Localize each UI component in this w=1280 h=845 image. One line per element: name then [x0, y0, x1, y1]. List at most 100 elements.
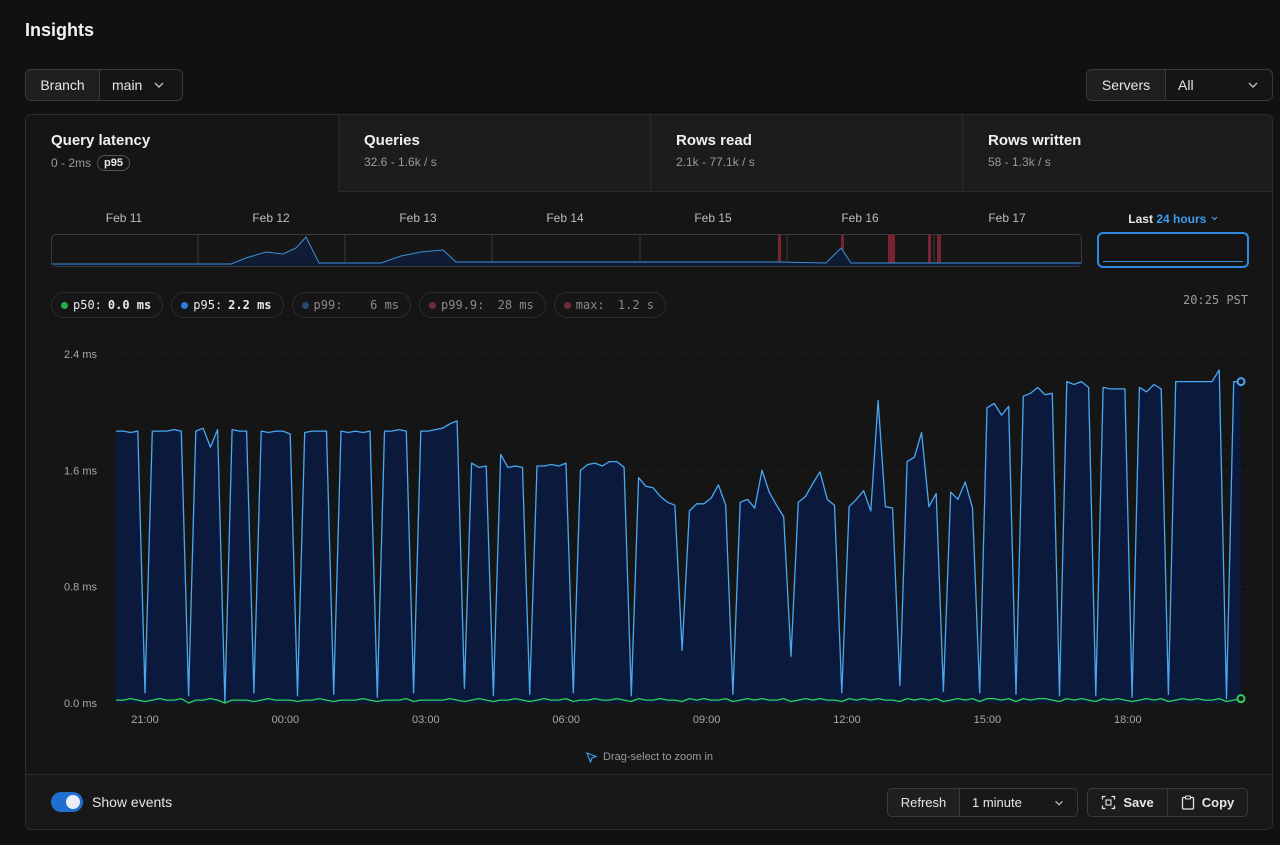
servers-value: All	[1178, 77, 1194, 93]
overview-date-label: Feb 11	[105, 211, 143, 225]
toggle-knob	[66, 795, 80, 809]
insights-panel: Query latency 0 - 2ms p95 Queries 32.6 - …	[25, 114, 1273, 830]
x-tick-label: 18:00	[1114, 714, 1142, 726]
copy-button[interactable]: Copy	[1167, 789, 1247, 816]
cursor-icon	[586, 751, 597, 763]
p50-line	[116, 697, 1242, 704]
branch-dropdown[interactable]: main	[100, 70, 178, 100]
legend-dot	[181, 301, 189, 309]
tab-subtitle: 58 - 1.3k / s	[988, 155, 1051, 169]
legend-max[interactable]: max: 1.2 s	[553, 292, 667, 318]
tab-query-latency[interactable]: Query latency 0 - 2ms p95	[26, 115, 338, 192]
x-tick-label: 03:00	[412, 714, 440, 726]
tab-title: Queries	[364, 132, 420, 149]
percentile-badge[interactable]: p95	[97, 155, 130, 171]
event-marker	[928, 235, 931, 266]
legend-value: 28 ms	[497, 298, 534, 312]
refresh-interval-value: 1 minute	[972, 795, 1022, 810]
chevron-down-icon	[1055, 800, 1063, 806]
chevron-down-icon	[154, 82, 164, 88]
range-label[interactable]: Last 24 hours	[1098, 212, 1249, 226]
chevron-down-icon	[1211, 216, 1218, 221]
save-label: Save	[1123, 795, 1154, 810]
x-tick-label: 15:00	[974, 714, 1002, 726]
legend-dot	[429, 301, 437, 309]
servers-selector[interactable]: Servers All	[1086, 69, 1273, 101]
servers-dropdown[interactable]: All	[1166, 70, 1272, 100]
metric-tabs: Query latency 0 - 2ms p95 Queries 32.6 - …	[26, 115, 1272, 192]
refresh-selector[interactable]: Refresh 1 minute	[887, 788, 1078, 817]
tab-title: Query latency	[51, 132, 151, 149]
tab-subtitle: 2.1k - 77.1k / s	[676, 155, 755, 169]
refresh-label: Refresh	[888, 789, 960, 816]
legend-p99[interactable]: p99: 6 ms	[291, 292, 412, 318]
legend-p999[interactable]: p99.9: 28 ms	[419, 292, 546, 318]
screenshot-icon	[1102, 795, 1116, 810]
legend-name: p50:	[73, 298, 102, 312]
drag-hint: Drag-select to zoom in	[586, 751, 713, 763]
x-tick-label: 12:00	[833, 714, 861, 726]
servers-label: Servers	[1087, 70, 1166, 100]
legend-value: 0.0 ms	[107, 298, 152, 312]
legend-name: p99.9:	[441, 298, 485, 312]
legend-value: 6 ms	[370, 298, 400, 312]
chart-actions: Save Copy	[1087, 788, 1248, 817]
range-prefix: Last	[1128, 212, 1153, 226]
tab-title: Rows read	[676, 132, 752, 149]
tab-rows-written[interactable]: Rows written 58 - 1.3k / s	[962, 115, 1272, 192]
legend-dot	[301, 301, 309, 309]
event-marker	[888, 235, 895, 266]
tab-rows-read[interactable]: Rows read 2.1k - 77.1k / s	[650, 115, 962, 192]
overview-date-label: Feb 15	[694, 211, 732, 225]
p50-end-point	[1236, 694, 1246, 704]
overview-date-label: Feb 14	[546, 211, 584, 225]
tab-subtitle: 0 - 2ms	[51, 156, 92, 170]
page-title: Insights	[25, 20, 95, 40]
tab-subtitle: 32.6 - 1.6k / s	[364, 155, 437, 169]
legend-name: p95:	[193, 298, 223, 312]
refresh-interval-dropdown[interactable]: 1 minute	[960, 789, 1077, 816]
show-events-toggle[interactable]	[51, 792, 83, 812]
overview-sparkline-line	[52, 236, 1081, 265]
current-time: 20:25 PST	[1182, 293, 1248, 307]
legend-value: 1.2 s	[617, 298, 655, 312]
copy-label: Copy	[1201, 795, 1235, 810]
x-tick-label: 09:00	[693, 714, 721, 726]
p95-end-point	[1236, 377, 1246, 387]
show-events-label: Show events	[92, 794, 173, 810]
branch-selector[interactable]: Branch main	[25, 69, 183, 101]
y-tick-label: 1.6 ms	[64, 465, 98, 477]
tab-title: Rows written	[988, 132, 1082, 149]
legend-p50[interactable]: p50: 0.0 ms	[51, 292, 164, 318]
x-tick-label: 21:00	[131, 714, 159, 726]
branch-value: main	[112, 77, 143, 93]
overview-date-label: Feb 12	[252, 211, 290, 225]
overview-date-label: Feb 13	[399, 211, 437, 225]
chevron-down-icon	[1248, 82, 1258, 88]
y-tick-label: 0.0 ms	[64, 698, 98, 710]
legend-dot	[563, 301, 571, 309]
legend-name: p99:	[313, 298, 343, 312]
latency-chart[interactable]: 2.4 ms 1.6 ms 0.8 ms 0.0 ms 21:00 00:00 03:00…	[26, 335, 1273, 735]
p95-line	[116, 369, 1241, 704]
save-button[interactable]: Save	[1088, 789, 1167, 816]
p95-area	[116, 370, 1241, 703]
overview-date-label: Feb 16	[841, 211, 879, 225]
event-marker	[778, 235, 781, 266]
event-marker	[937, 235, 941, 266]
range-brush[interactable]	[1097, 232, 1249, 268]
branch-label: Branch	[26, 70, 100, 100]
legend-name: max:	[575, 298, 605, 312]
range-brush-line	[1103, 261, 1243, 262]
y-tick-label: 2.4 ms	[64, 349, 98, 361]
overview-date-label: Feb 17	[988, 211, 1026, 225]
y-tick-label: 0.8 ms	[64, 582, 98, 594]
legend-value: 2.2 ms	[228, 298, 272, 312]
overview-date-labels: Feb 11 Feb 12 Feb 13 Feb 14 Feb 15 Feb 1…	[51, 211, 1082, 227]
legend-dot	[61, 301, 68, 309]
tab-queries[interactable]: Queries 32.6 - 1.6k / s	[338, 115, 650, 192]
chart-footer: Show events Refresh 1 minute Save Copy	[26, 774, 1272, 829]
overview-timeline[interactable]	[51, 234, 1082, 268]
legend-p95[interactable]: p95: 2.2 ms	[171, 292, 284, 318]
x-tick-label: 06:00	[552, 714, 580, 726]
